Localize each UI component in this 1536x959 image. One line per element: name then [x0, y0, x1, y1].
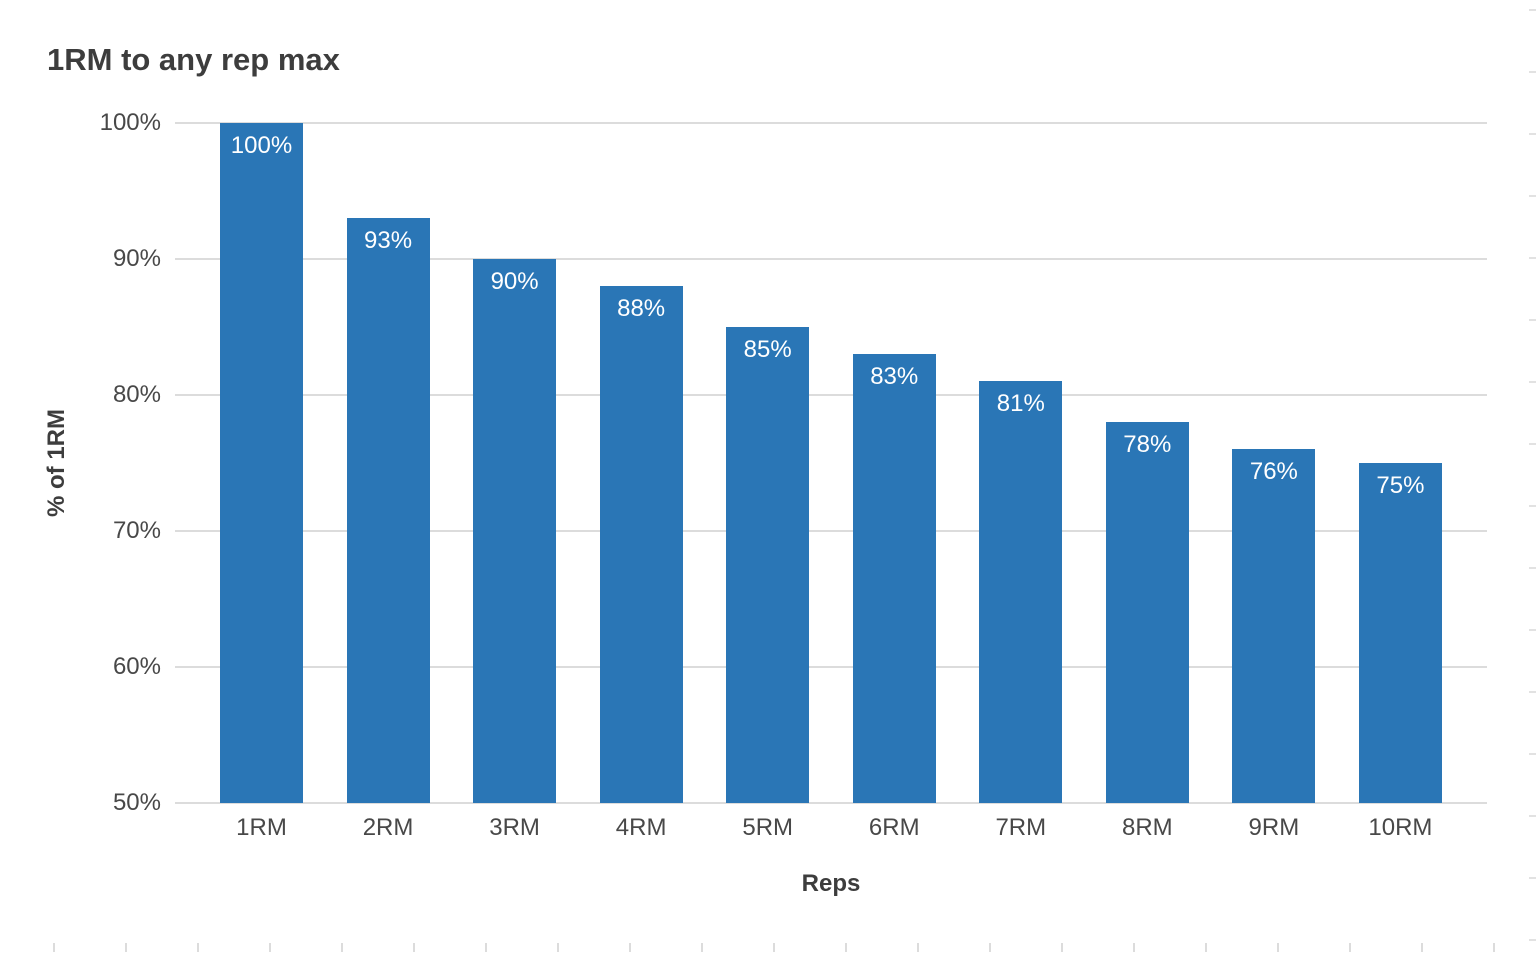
ruler-tick	[269, 943, 271, 952]
ruler-tick	[629, 943, 631, 952]
ruler-tick	[1529, 319, 1536, 321]
y-tick-label: 80%	[112, 381, 161, 408]
ruler-tick	[1529, 567, 1536, 569]
y-tick-label: 70%	[112, 517, 161, 544]
gridline	[175, 530, 1487, 532]
bar-value-label: 78%	[1123, 431, 1172, 459]
bar-value-label: 83%	[870, 363, 919, 391]
ruler-tick	[845, 943, 847, 952]
ruler-tick	[1061, 943, 1063, 952]
bar: 93%	[346, 218, 430, 803]
y-tick-label: 90%	[112, 245, 161, 272]
ruler-tick	[1529, 443, 1536, 445]
ruler-tick	[1349, 943, 1351, 952]
ruler-tick	[1529, 939, 1536, 941]
ruler-tick	[917, 943, 919, 952]
x-tick: 5RM	[726, 814, 809, 842]
x-tick: 4RM	[600, 814, 683, 842]
bar-value-label: 75%	[1376, 472, 1425, 499]
bar-value-label: 90%	[490, 268, 539, 295]
bar-value-label: 85%	[743, 336, 792, 363]
bar-value-label: 100%	[230, 132, 293, 159]
x-tick: 7RM	[979, 814, 1062, 842]
ruler-tick	[989, 943, 991, 952]
ruler-tick	[1277, 943, 1279, 952]
bar: 81%	[979, 381, 1063, 803]
x-axis-labels: 1RM 2RM 3RM 4RM 5RM 6RM 7RM 8RM 9RM 10RM	[175, 814, 1487, 842]
ruler-tick	[1529, 629, 1536, 631]
bar-value-label: 93%	[364, 227, 413, 255]
ruler-tick	[1133, 943, 1135, 952]
x-tick: 10RM	[1359, 814, 1442, 842]
x-tick: 9RM	[1232, 814, 1315, 842]
ruler-tick	[701, 943, 703, 952]
y-tick-label: 60%	[112, 653, 161, 680]
x-tick-label: 1RM	[236, 814, 287, 841]
bar-value-label: 81%	[996, 390, 1045, 418]
x-tick: 1RM	[220, 814, 303, 842]
ruler-tick	[125, 943, 127, 952]
x-tick-label: 3RM	[489, 814, 540, 841]
ruler-tick	[1529, 505, 1536, 507]
ruler-tick	[1529, 691, 1536, 693]
bar: 85%	[726, 327, 810, 803]
x-tick-label: 4RM	[615, 814, 667, 841]
bar-series: 100% 93% 90% 88% 85% 83% 81% 78% 76% 75%	[175, 123, 1487, 803]
bar: 88%	[599, 286, 683, 803]
y-tick-label: 50%	[112, 789, 161, 816]
x-tick: 6RM	[853, 814, 936, 842]
ruler-tick	[341, 943, 343, 952]
x-tick-label: 10RM	[1368, 814, 1433, 841]
gridline	[175, 802, 1487, 804]
ruler-tick	[197, 943, 199, 952]
y-axis-title: % of 1RM	[43, 409, 70, 517]
bar: 76%	[1232, 449, 1316, 803]
bar: 75%	[1358, 463, 1442, 803]
gridline	[175, 258, 1487, 260]
x-tick: 8RM	[1106, 814, 1189, 842]
ruler-tick	[1529, 815, 1536, 817]
x-tick: 2RM	[347, 814, 430, 842]
bar: 78%	[1105, 422, 1189, 803]
x-tick-label: 5RM	[742, 814, 794, 841]
bar-value-label: 76%	[1249, 458, 1298, 486]
x-tick-label: 8RM	[1121, 814, 1173, 841]
bar-value-label: 88%	[617, 295, 666, 323]
ruler-tick	[1529, 195, 1536, 197]
ruler-tick	[557, 943, 559, 952]
ruler-tick	[1529, 71, 1536, 73]
bar: 100%	[220, 123, 303, 803]
x-axis-title: Reps	[801, 870, 861, 897]
plot-area: 100% 90% 80% 70% 60% 50% 100% 93% 90% 88…	[100, 109, 1487, 841]
ruler-tick	[413, 943, 415, 952]
ruler-tick	[1529, 753, 1536, 755]
ruler-tick	[53, 943, 55, 952]
y-tick-label: 100%	[99, 109, 161, 136]
ruler-tick	[1529, 877, 1536, 879]
ruler-tick	[1529, 133, 1536, 135]
bar: 90%	[473, 259, 557, 803]
x-tick-label: 6RM	[868, 814, 920, 841]
ruler-tick	[1529, 9, 1536, 11]
ruler-tick	[773, 943, 775, 952]
ruler-tick	[1493, 943, 1495, 952]
x-tick-label: 2RM	[362, 814, 414, 841]
x-tick-label: 9RM	[1248, 814, 1300, 841]
x-tick-label: 7RM	[995, 814, 1047, 841]
x-tick: 3RM	[473, 814, 556, 842]
ruler-tick	[1421, 943, 1423, 952]
ruler-tick	[485, 943, 487, 952]
ruler-tick	[1529, 381, 1536, 383]
gridline	[175, 122, 1487, 124]
ruler-tick	[1205, 943, 1207, 952]
gridline	[175, 666, 1487, 668]
gridline	[175, 394, 1487, 396]
bar: 83%	[852, 354, 936, 803]
ruler-tick	[1529, 257, 1536, 259]
chart-title: 1RM to any rep max	[47, 42, 340, 77]
